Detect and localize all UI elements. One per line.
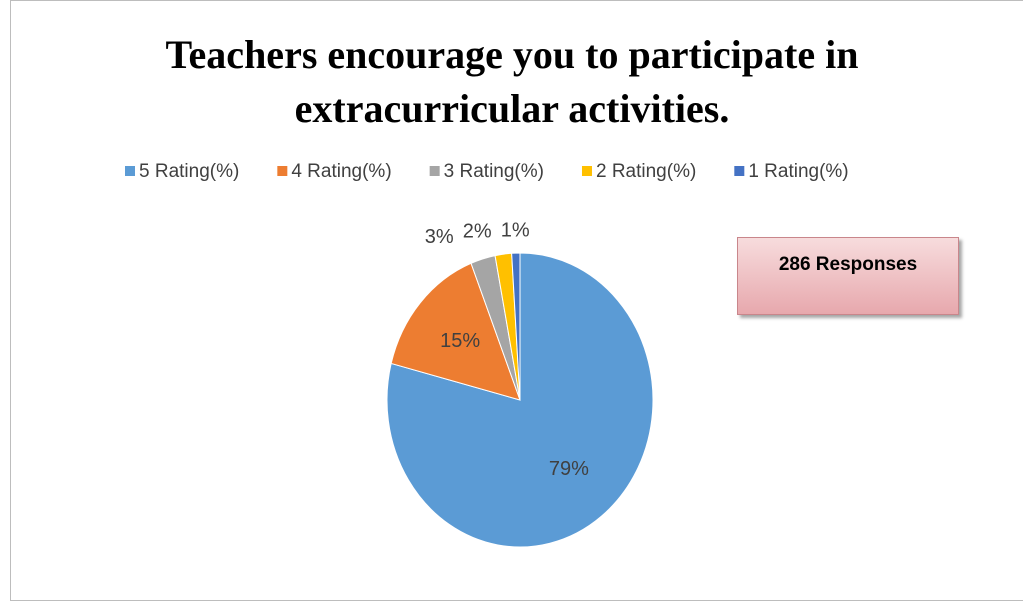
pie-slice <box>390 262 521 401</box>
legend-label: 4 Rating(%) <box>291 161 391 182</box>
data-label: 2% <box>463 221 492 243</box>
legend-label: 3 Rating(%) <box>444 161 544 182</box>
data-label: 15% <box>440 330 480 352</box>
legend-swatch <box>734 166 745 176</box>
legend-label: 2 Rating(%) <box>596 161 696 182</box>
legend-swatch <box>429 166 440 176</box>
data-label: 1% <box>501 219 530 241</box>
legend-label: 5 Rating(%) <box>139 161 239 182</box>
chart-title: Teachers encourage you to participate in… <box>165 32 859 131</box>
data-label: 3% <box>425 226 454 248</box>
annotation: 286 Responses <box>737 237 959 315</box>
legend-swatch <box>277 166 288 176</box>
frame <box>10 0 1023 601</box>
data-label: 79% <box>549 458 589 480</box>
pie-slice <box>511 252 521 401</box>
legend-swatch <box>581 166 592 176</box>
legend-swatch <box>125 166 135 176</box>
legend-label: 1 Rating(%) <box>748 161 848 182</box>
